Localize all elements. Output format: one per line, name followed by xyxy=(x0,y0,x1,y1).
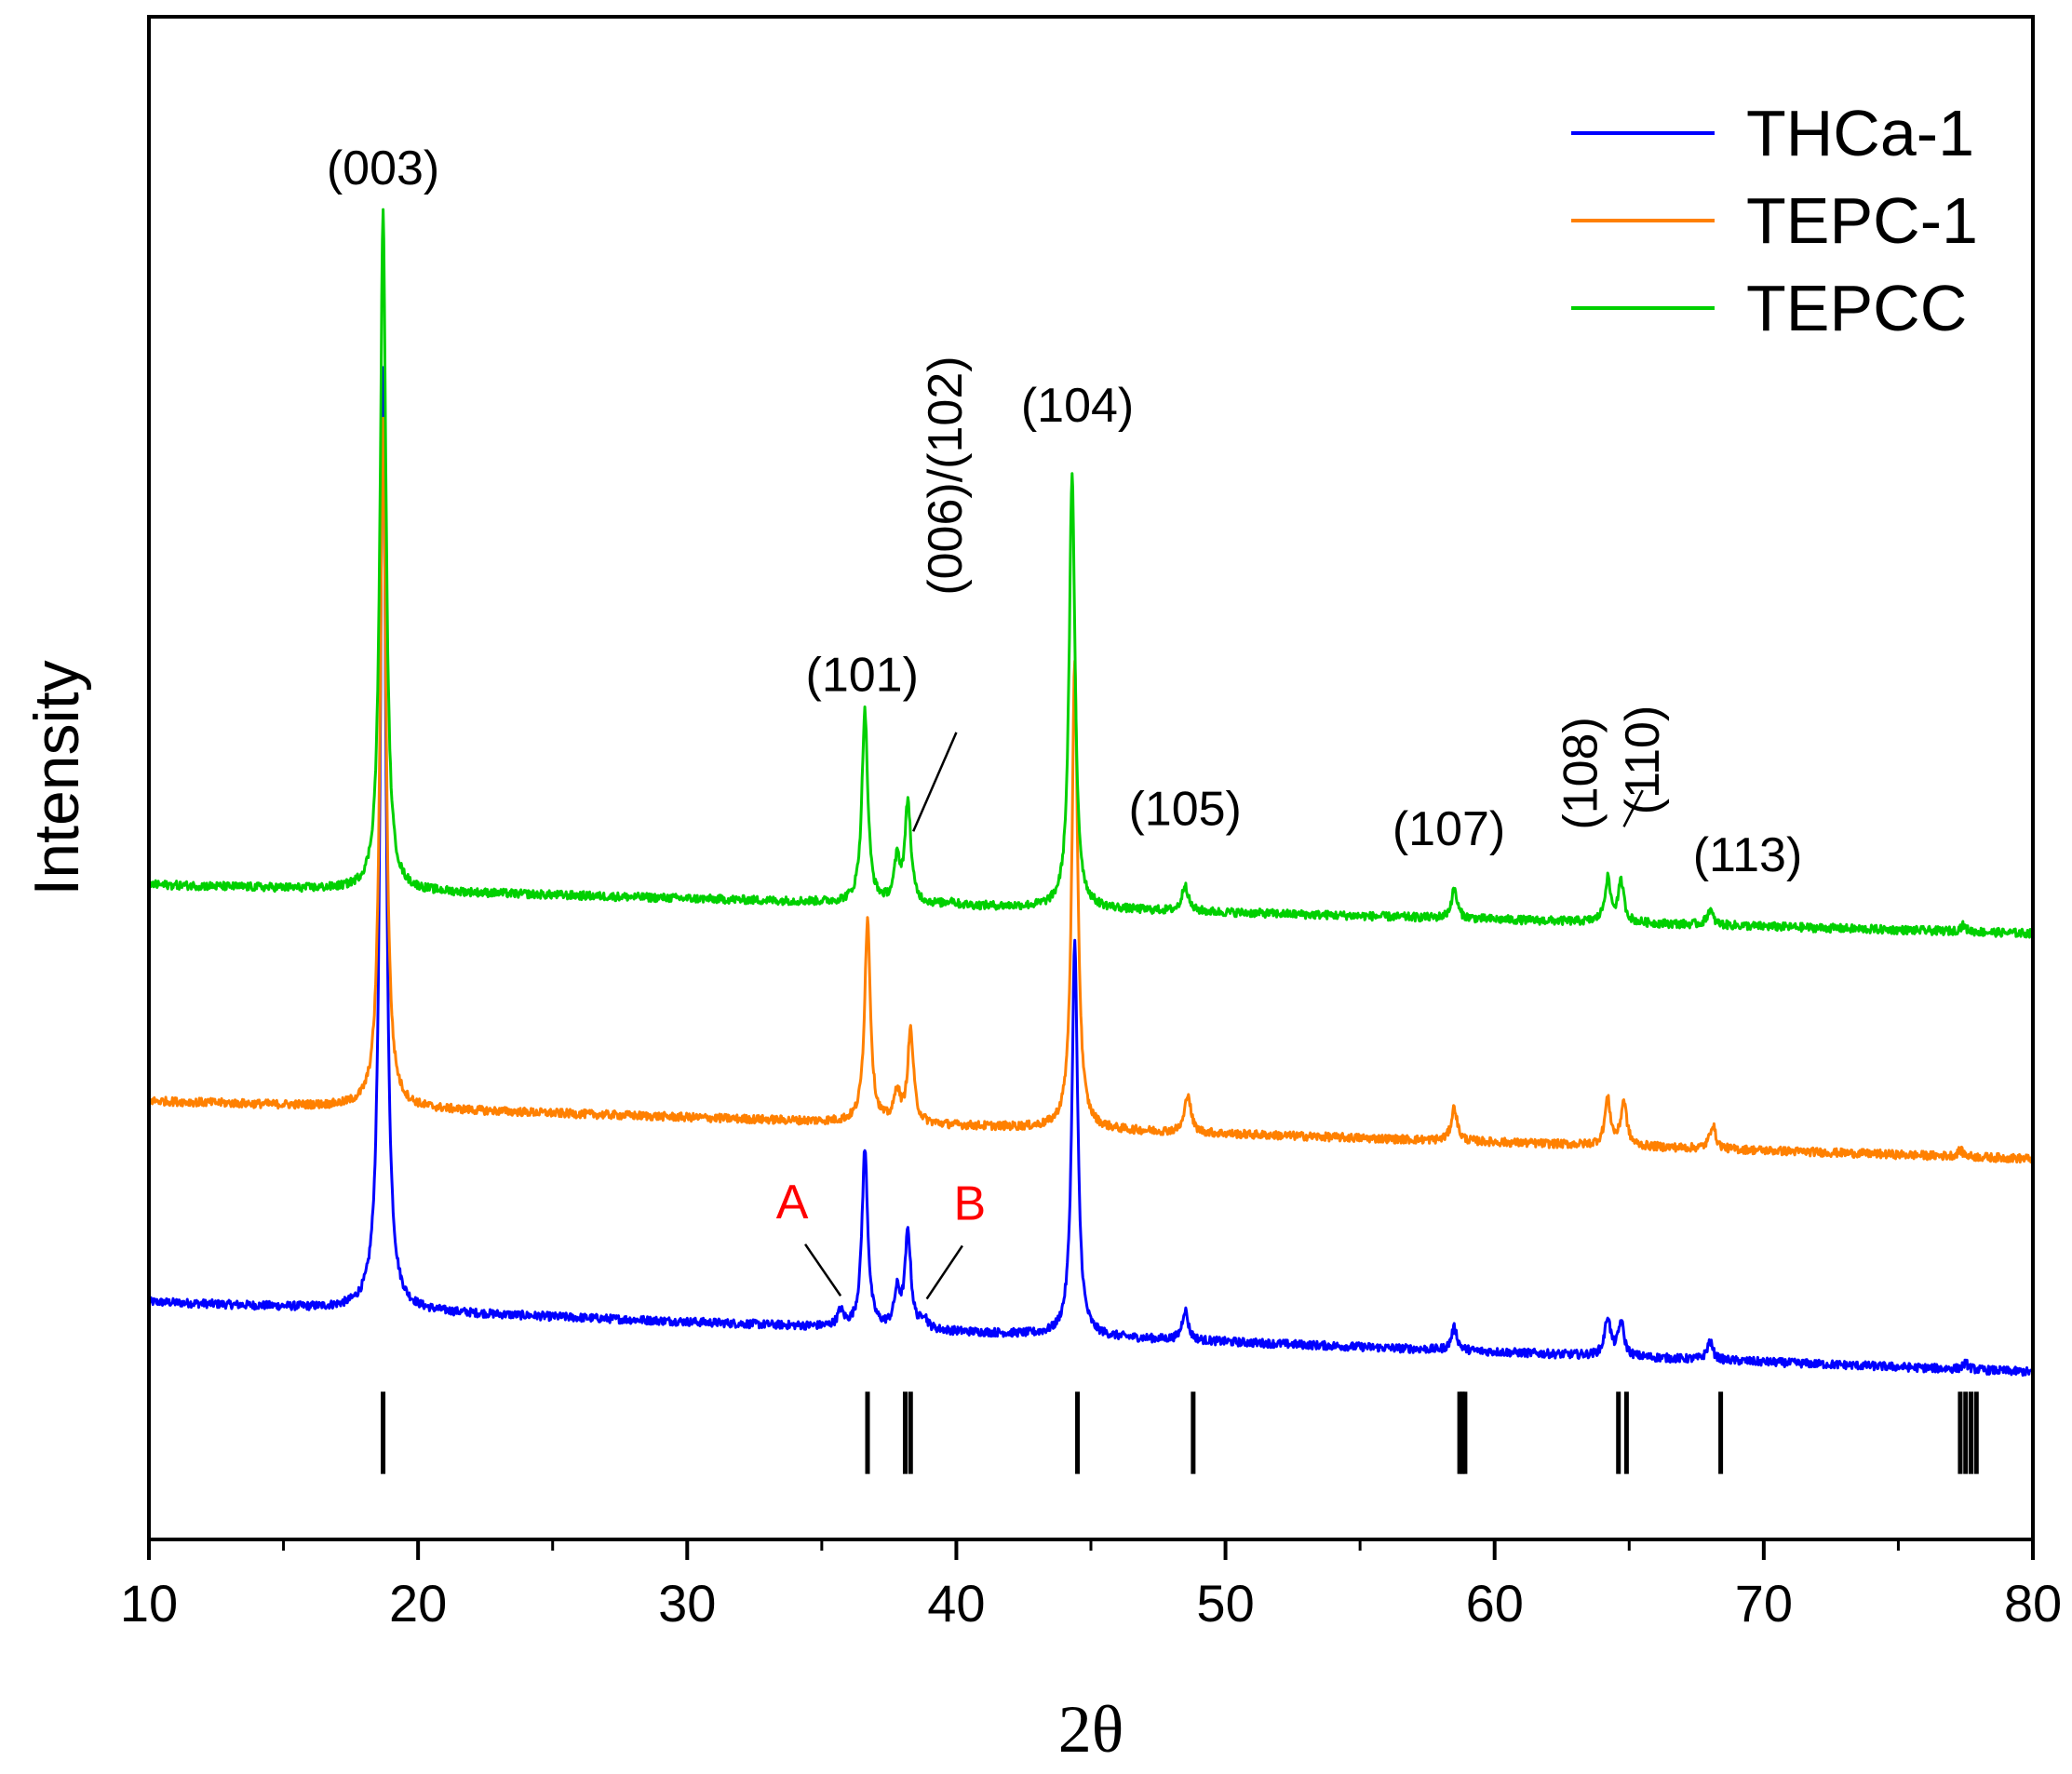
x-tick-label: 20 xyxy=(389,1574,447,1633)
peak-label: (108) xyxy=(1554,717,1608,829)
legend: THCa-1 TEPC-1 TEPCC xyxy=(1571,97,1978,344)
peak-label: (006)/(102) xyxy=(919,356,973,595)
series-line-tepc-1 xyxy=(149,416,2033,1164)
annotation-pointer xyxy=(925,1244,963,1300)
peak-label: (110) xyxy=(1616,706,1670,815)
peak-label: (113) xyxy=(1693,828,1803,882)
annotation-pointer xyxy=(804,1243,842,1297)
x-tick-label: 40 xyxy=(927,1574,985,1633)
annotation-b: B xyxy=(954,1176,987,1230)
legend-label: TEPCC xyxy=(1746,272,1967,344)
x-axis-label: 2θ xyxy=(1058,1692,1124,1767)
series-line-thca-1 xyxy=(149,366,2033,1378)
x-tick-label: 60 xyxy=(1466,1574,1524,1633)
annotation-a: A xyxy=(776,1176,809,1230)
y-axis-label: Intensity xyxy=(21,660,92,895)
x-tick-label: 10 xyxy=(120,1574,178,1633)
peak-label: (101) xyxy=(806,649,919,703)
leader-line xyxy=(1622,789,1644,827)
x-tick-label: 30 xyxy=(658,1574,716,1633)
legend-label: THCa-1 xyxy=(1746,97,1974,169)
legend-label: TEPC-1 xyxy=(1746,184,1978,257)
x-tick-label: 80 xyxy=(2004,1574,2062,1633)
series-layer xyxy=(149,208,2033,1378)
leader-line xyxy=(912,732,958,832)
x-tick-label: 70 xyxy=(1735,1574,1793,1633)
peak-label: (104) xyxy=(1021,379,1134,433)
peak-label: (105) xyxy=(1128,783,1241,837)
x-tick-label: 50 xyxy=(1196,1574,1254,1633)
annotation-layer: (003) (101)(006)/(102) (104) (105) (107) (108… xyxy=(327,141,1803,1300)
reference-lines xyxy=(381,1391,1979,1474)
x-axis-ticks: 10 20 30 40 50 60 70 80 xyxy=(120,1539,2062,1633)
peak-label: (107) xyxy=(1393,802,1505,856)
series-line-tepcc xyxy=(149,208,2033,939)
peak-label: (003) xyxy=(327,141,439,195)
